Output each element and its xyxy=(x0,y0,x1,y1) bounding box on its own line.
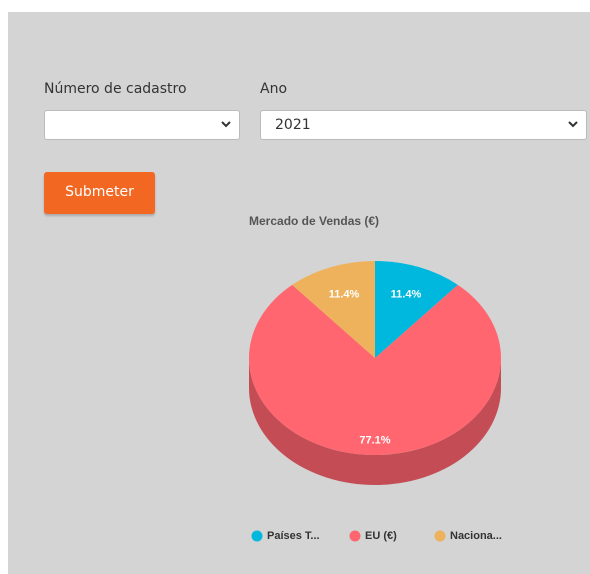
legend-label: Naciona... xyxy=(450,530,502,542)
legend-label: Países T... xyxy=(267,530,320,542)
data-label: 11.4% xyxy=(329,288,360,300)
pie-slice xyxy=(292,261,375,358)
cadastro-select[interactable] xyxy=(44,110,240,140)
legend-marker xyxy=(349,530,361,542)
data-label: 11.4% xyxy=(391,288,422,300)
legend-label: EU (€) xyxy=(365,530,397,542)
ano-select[interactable]: 2021 xyxy=(260,110,587,140)
submit-button[interactable]: Submeter xyxy=(44,172,155,214)
field-label: Número de cadastro xyxy=(44,81,187,97)
legend-marker xyxy=(251,530,263,542)
pie-side xyxy=(249,358,501,485)
data-label: 77.1% xyxy=(359,434,390,446)
pie-slice xyxy=(375,261,458,358)
select-value: 2021 xyxy=(275,117,311,133)
chart-title: Mercado de Vendas (€) xyxy=(249,214,379,228)
pie-slice xyxy=(249,284,502,455)
field-label: Ano xyxy=(260,81,288,97)
legend-marker xyxy=(434,530,446,542)
chevron xyxy=(568,121,578,128)
chevron xyxy=(221,121,231,128)
